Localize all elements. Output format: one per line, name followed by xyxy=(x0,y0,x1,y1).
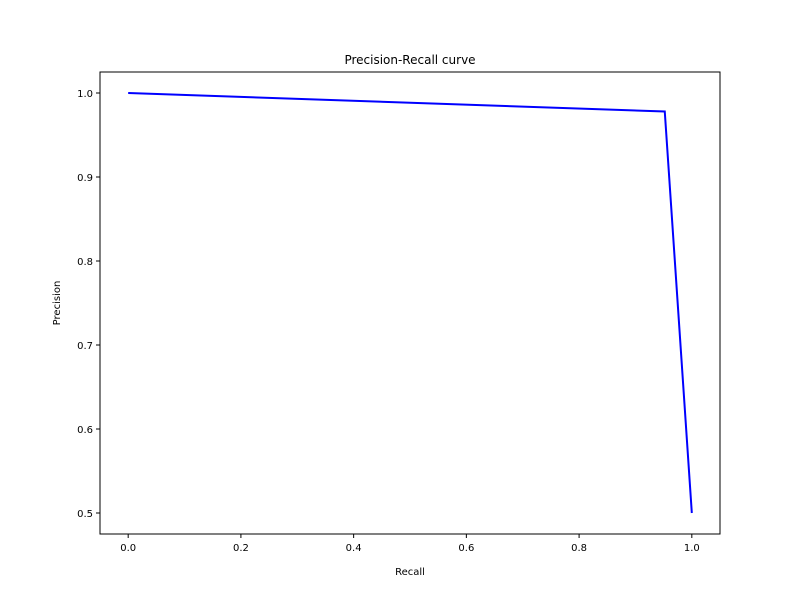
y-tick-label: 1.0 xyxy=(77,89,93,100)
y-tick-label: 0.8 xyxy=(77,257,93,268)
y-axis: 0.5 0.6 0.7 0.8 0.9 1.0 xyxy=(77,89,100,520)
x-tick-label: 0.2 xyxy=(233,543,249,554)
series-line xyxy=(128,92,693,514)
chart-title: Precision-Recall curve xyxy=(344,53,475,67)
x-tick-label: 1.0 xyxy=(684,543,700,554)
x-axis-label: Recall xyxy=(395,567,425,578)
y-tick-label: 0.7 xyxy=(77,341,93,352)
y-tick-label: 0.9 xyxy=(77,173,93,184)
series-layer xyxy=(128,92,693,514)
y-tick-label: 0.5 xyxy=(77,509,93,520)
x-tick-label: 0.0 xyxy=(120,543,136,554)
x-axis: 0.0 0.2 0.4 0.6 0.8 1.0 xyxy=(120,534,700,554)
x-tick-label: 0.4 xyxy=(346,543,362,554)
plot-area xyxy=(99,71,721,535)
x-tick-label: 0.8 xyxy=(571,543,587,554)
y-tick-label: 0.6 xyxy=(77,425,93,436)
x-tick-label: 0.6 xyxy=(458,543,474,554)
y-axis-label: Precision xyxy=(52,281,63,326)
